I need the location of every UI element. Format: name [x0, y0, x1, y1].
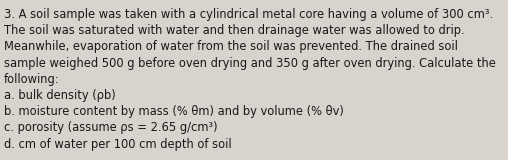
Text: following:: following: — [4, 73, 59, 86]
Text: The soil was saturated with water and then drainage water was allowed to drip.: The soil was saturated with water and th… — [4, 24, 465, 37]
Text: sample weighed 500 g before oven drying and 350 g after oven drying. Calculate t: sample weighed 500 g before oven drying … — [4, 57, 496, 70]
Text: Meanwhile, evaporation of water from the soil was prevented. The drained soil: Meanwhile, evaporation of water from the… — [4, 40, 458, 53]
Text: c. porosity (assume ρs = 2.65 g/cm³): c. porosity (assume ρs = 2.65 g/cm³) — [4, 121, 217, 134]
Text: a. bulk density (ρb): a. bulk density (ρb) — [4, 89, 116, 102]
Text: d. cm of water per 100 cm depth of soil: d. cm of water per 100 cm depth of soil — [4, 138, 232, 151]
Text: b. moisture content by mass (% θm) and by volume (% θv): b. moisture content by mass (% θm) and b… — [4, 105, 344, 118]
Text: 3. A soil sample was taken with a cylindrical metal core having a volume of 300 : 3. A soil sample was taken with a cylind… — [4, 8, 493, 21]
